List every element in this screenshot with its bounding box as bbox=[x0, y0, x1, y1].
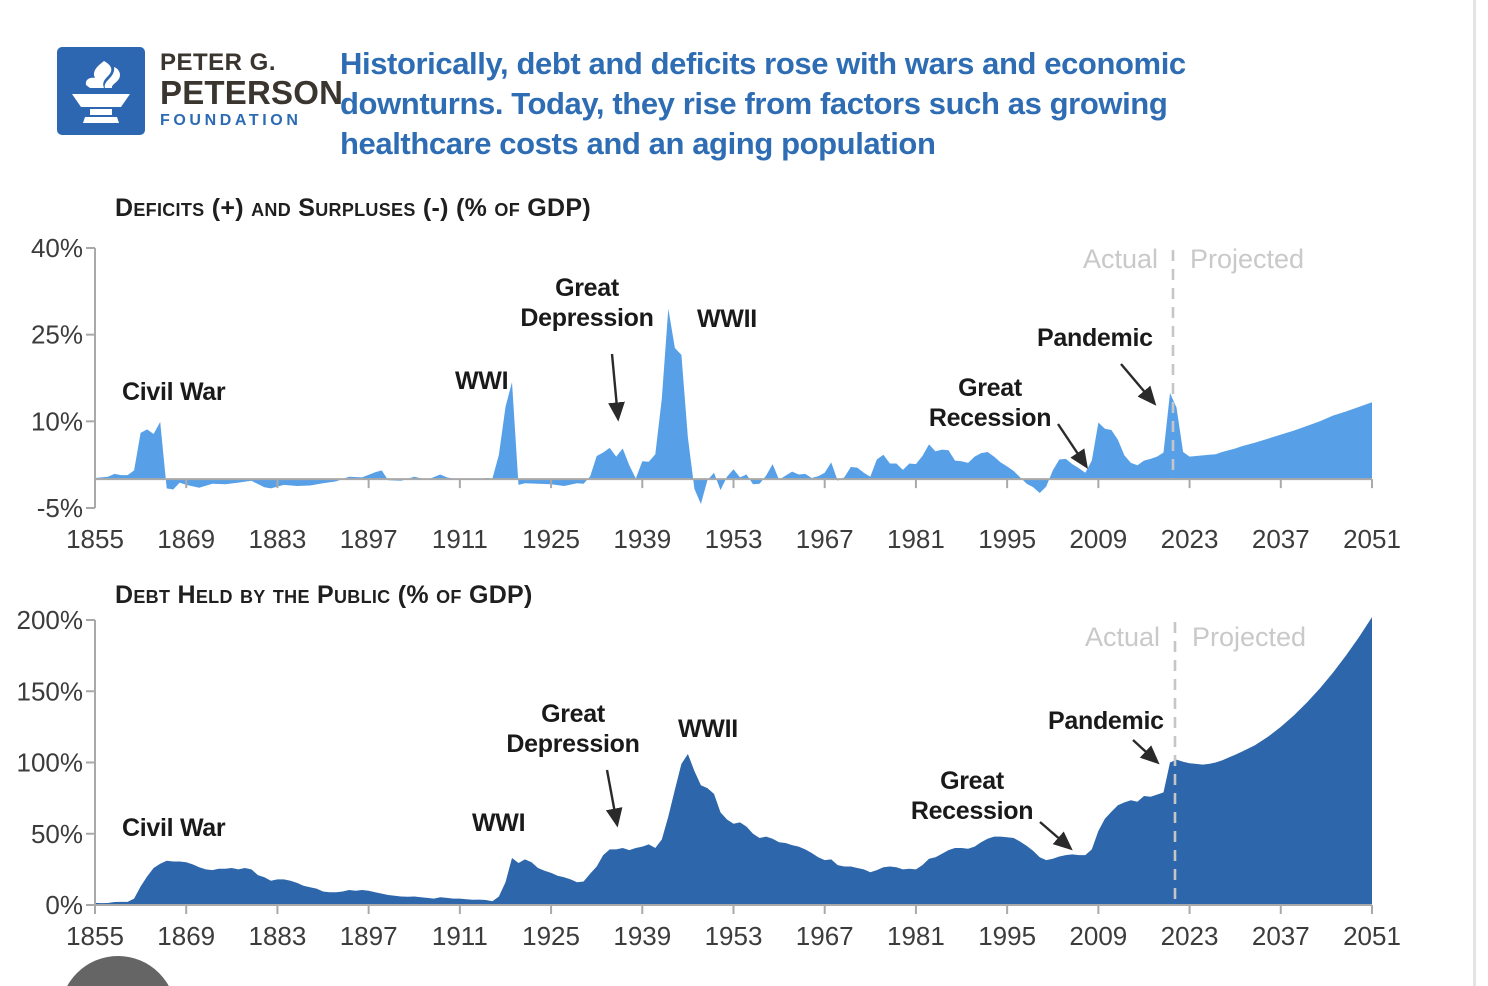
annotation-arrow bbox=[1120, 363, 1157, 406]
annotation-great-depression: Great Depression bbox=[506, 700, 639, 758]
annotation-arrow bbox=[1039, 821, 1073, 851]
actual-label: Actual bbox=[1085, 622, 1160, 652]
y-tick-label: 50% bbox=[31, 819, 83, 849]
projected-label: Projected bbox=[1190, 244, 1304, 274]
projected-label: Projected bbox=[1192, 622, 1306, 652]
deficits-chart-title: Deficits (+) and Surpluses (-) (% of GDP… bbox=[115, 194, 591, 222]
debt-chart-title: Debt Held by the Public (% of GDP) bbox=[115, 581, 533, 609]
x-tick-label: 1953 bbox=[705, 524, 763, 554]
x-tick-label: 2009 bbox=[1069, 524, 1127, 554]
x-tick-label: 1911 bbox=[432, 921, 488, 951]
x-tick-label: 1995 bbox=[978, 524, 1036, 554]
x-tick-label: 1967 bbox=[796, 524, 854, 554]
annotation-arrow bbox=[605, 769, 623, 828]
annotation-wwii: WWII bbox=[697, 305, 757, 333]
logo-line-3: FOUNDATION bbox=[160, 112, 302, 129]
x-tick-label: 1869 bbox=[157, 921, 215, 951]
peterson-foundation-logo bbox=[57, 47, 145, 135]
y-tick-label: 100% bbox=[17, 748, 84, 778]
annotation-wwi: WWI bbox=[455, 367, 508, 395]
y-tick-label: -5% bbox=[37, 493, 83, 523]
page-title-line-1: Historically, debt and deficits rose wit… bbox=[340, 46, 1186, 81]
annotation-great-recession: Great Recession bbox=[911, 767, 1033, 825]
x-tick-label: 1981 bbox=[887, 921, 945, 951]
debt-area-series bbox=[95, 617, 1372, 905]
page-title: Historically, debt and deficits rose wit… bbox=[340, 44, 1460, 164]
y-tick-label: 0% bbox=[45, 890, 83, 920]
x-tick-label: 1883 bbox=[249, 524, 307, 554]
annotation-wwi: WWI bbox=[472, 809, 525, 837]
x-tick-label: 2023 bbox=[1161, 921, 1219, 951]
page-title-line-2: downturns. Today, they rise from factors… bbox=[340, 86, 1168, 121]
y-tick-label: 200% bbox=[17, 605, 84, 635]
x-tick-label: 1855 bbox=[66, 524, 124, 554]
annotation-pandemic: Pandemic bbox=[1037, 324, 1153, 352]
x-tick-label: 2023 bbox=[1161, 524, 1219, 554]
y-tick-label: 10% bbox=[31, 406, 83, 436]
page-title-line-3: healthcare costs and an aging population bbox=[340, 126, 936, 161]
annotation-great-recession: Great Recession bbox=[929, 374, 1051, 432]
x-tick-label: 1911 bbox=[432, 524, 488, 554]
y-tick-label: 25% bbox=[31, 320, 83, 350]
y-tick-label: 150% bbox=[17, 676, 84, 706]
x-tick-label: 1897 bbox=[340, 524, 398, 554]
x-tick-label: 1995 bbox=[978, 921, 1036, 951]
x-tick-label: 1925 bbox=[522, 524, 580, 554]
x-tick-label: 1883 bbox=[249, 921, 307, 951]
x-tick-label: 1925 bbox=[522, 921, 580, 951]
x-tick-label: 1897 bbox=[340, 921, 398, 951]
logo-line-2: PETERSON bbox=[160, 74, 344, 111]
annotation-arrow bbox=[1132, 739, 1160, 765]
annotation-arrow bbox=[1057, 423, 1088, 469]
x-tick-label: 2009 bbox=[1069, 921, 1127, 951]
logo-line-1: PETER G. bbox=[160, 49, 277, 76]
deficits-chart: Actual Projected 40% 25% 10% -5%1855 1869 1883 1… bbox=[31, 233, 1401, 554]
y-tick-label: 40% bbox=[31, 233, 83, 263]
deficits-area-series bbox=[95, 308, 1372, 504]
x-tick-label: 2051 bbox=[1343, 921, 1401, 951]
annotation-arrow bbox=[608, 353, 625, 422]
annotation-civil-war: Civil War bbox=[122, 814, 226, 842]
x-tick-label: 2051 bbox=[1343, 524, 1401, 554]
x-tick-label: 1855 bbox=[66, 921, 124, 951]
torch-icon bbox=[72, 61, 130, 123]
logo-wordmark: PETER G. PETERSON FOUNDATION bbox=[160, 49, 344, 132]
annotation-great-depression: Great Depression bbox=[520, 274, 653, 332]
actual-label: Actual bbox=[1083, 244, 1158, 274]
x-tick-label: 2037 bbox=[1252, 921, 1310, 951]
x-tick-label: 1939 bbox=[613, 921, 671, 951]
annotation-civil-war: Civil War bbox=[122, 378, 226, 406]
x-tick-label: 1939 bbox=[613, 524, 671, 554]
x-tick-label: 2037 bbox=[1252, 524, 1310, 554]
annotation-wwii: WWII bbox=[678, 715, 738, 743]
annotation-pandemic: Pandemic bbox=[1048, 707, 1164, 735]
x-tick-label: 1953 bbox=[705, 921, 763, 951]
x-tick-label: 1967 bbox=[796, 921, 854, 951]
right-edge-divider bbox=[1473, 0, 1476, 986]
x-tick-label: 1981 bbox=[887, 524, 945, 554]
x-tick-label: 1869 bbox=[157, 524, 215, 554]
debt-chart: Actual Projected 200% 150% 100% 50% 0%1855 1869… bbox=[17, 605, 1401, 951]
